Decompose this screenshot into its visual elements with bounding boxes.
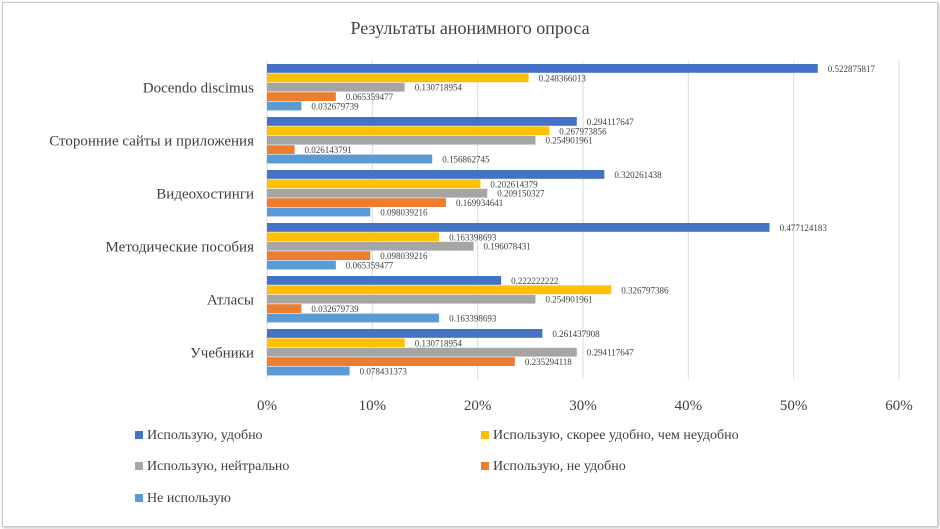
data-label: 0.032679739 — [311, 304, 359, 314]
data-label: 0.130718954 — [415, 338, 463, 348]
legend-swatch — [135, 431, 143, 439]
data-label: 0.235294118 — [525, 357, 572, 367]
data-label: 0.320261438 — [614, 170, 662, 180]
data-label: 0.196078431 — [484, 242, 531, 252]
chart-title: Результаты анонимного опроса — [350, 18, 589, 38]
data-label: 0.032679739 — [311, 102, 359, 112]
bar — [267, 135, 536, 145]
data-label: 0.130718954 — [415, 83, 463, 93]
legend-entry: Использую, скорее удобно, чем неудобно — [493, 428, 739, 443]
category-label: Методические пособия — [106, 240, 255, 256]
bar — [267, 126, 550, 136]
data-label: 0.026143791 — [305, 145, 352, 155]
data-label: 0.222222222 — [511, 276, 558, 286]
bar — [267, 338, 405, 348]
legend-swatch — [481, 462, 489, 470]
data-label: 0.477124183 — [780, 223, 828, 233]
bar — [267, 366, 350, 376]
x-tick-label: 30% — [569, 398, 597, 414]
data-label: 0.294117647 — [587, 117, 634, 127]
data-label: 0.065359477 — [346, 261, 394, 271]
bar — [267, 232, 440, 242]
data-label: 0.254901961 — [545, 136, 592, 146]
data-label: 0.209150327 — [497, 189, 545, 199]
bar — [267, 92, 336, 101]
bar — [267, 329, 543, 338]
data-label: 0.248366013 — [539, 73, 587, 83]
legend-entry: Не использую — [147, 491, 231, 506]
bar — [267, 73, 529, 83]
x-tick-label: 20% — [464, 398, 492, 414]
data-label: 0.163398693 — [449, 314, 497, 324]
bar — [267, 285, 612, 295]
data-label: 0.078431373 — [360, 367, 408, 377]
bar — [267, 241, 474, 251]
bar — [267, 101, 302, 111]
bar — [267, 117, 577, 126]
category-label: Учебники — [190, 346, 254, 362]
data-label: 0.326797386 — [621, 285, 669, 295]
data-label: 0.065359477 — [346, 92, 394, 102]
data-label: 0.202614379 — [490, 179, 538, 189]
data-label: 0.261437908 — [552, 329, 600, 339]
bar — [267, 188, 488, 198]
gridlines — [266, 61, 900, 379]
bar — [267, 223, 770, 232]
bar — [267, 304, 302, 313]
category-label: Сторонние сайты и приложения — [49, 134, 254, 150]
x-tick-label: 10% — [359, 398, 387, 414]
legend: Использую, удобно Использую, скорее удобн… — [135, 428, 739, 506]
x-tick-label: 0% — [257, 398, 277, 414]
legend-entry: Использую, удобно — [147, 428, 263, 443]
x-tick-label: 40% — [675, 398, 703, 414]
bar — [267, 313, 440, 323]
bar — [267, 347, 577, 357]
axes: 0% 10% 20% 30% 40% 50% 60% Docendo discimus Стор… — [49, 81, 913, 415]
bar — [267, 260, 336, 270]
category-label: Атласы — [207, 293, 254, 309]
legend-entry: Использую, не удобно — [493, 459, 626, 474]
data-label: 0.254901961 — [545, 295, 592, 305]
category-label: Docendo discimus — [143, 81, 254, 97]
legend-swatch — [135, 494, 143, 502]
data-label: 0.163398693 — [449, 232, 497, 242]
bar — [267, 276, 502, 285]
bar — [267, 198, 446, 207]
data-label: 0.522875817 — [828, 64, 876, 74]
legend-swatch — [481, 431, 489, 439]
bar — [267, 179, 481, 189]
bar — [267, 82, 405, 92]
category-label: Видеохостинги — [156, 187, 254, 203]
bar — [267, 294, 536, 304]
legend-entry: Использую, нейтрально — [147, 459, 289, 474]
bar — [267, 207, 371, 217]
bars — [267, 64, 818, 376]
bar-chart: 0.522875817 0.248366013 0.130718954 0.06535… — [49, 18, 913, 506]
data-label: 0.098039216 — [380, 251, 428, 261]
bar — [267, 251, 371, 260]
bar — [267, 357, 515, 366]
bar — [267, 154, 433, 164]
bar — [267, 170, 605, 179]
data-label: 0.294117647 — [587, 348, 634, 358]
x-tick-label: 60% — [885, 398, 913, 414]
data-label: 0.267973856 — [559, 126, 607, 136]
bar — [267, 145, 295, 154]
bar — [267, 64, 818, 73]
data-label: 0.098039216 — [380, 208, 428, 218]
legend-swatch — [135, 462, 143, 470]
data-label: 0.169934641 — [456, 198, 503, 208]
data-labels: 0.522875817 0.248366013 0.130718954 0.06535… — [305, 64, 876, 377]
x-tick-label: 50% — [780, 398, 808, 414]
data-label: 0.156862745 — [442, 155, 490, 165]
